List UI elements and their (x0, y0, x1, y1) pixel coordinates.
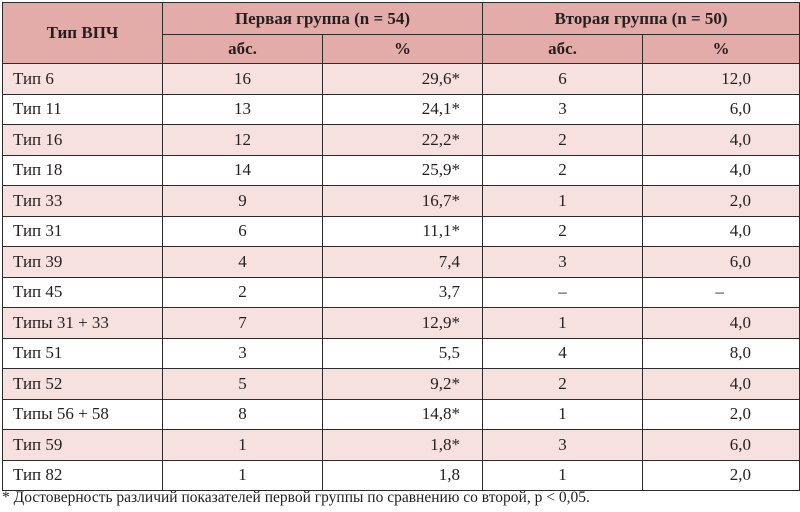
cell-g2-abs: 1 (482, 459, 644, 491)
cell-hpv-type: Тип 39 (2, 246, 163, 278)
cell-hpv-type: Тип 33 (2, 185, 163, 217)
cell-g1-abs: 3 (162, 337, 323, 369)
cell-hpv-type: Тип 16 (2, 124, 163, 156)
header-g1-pct: % (321, 34, 484, 64)
cell-g1-pct: 12,9* (321, 307, 484, 339)
cell-g1-abs: 2 (162, 276, 323, 308)
cell-g2-pct: 8,0 (642, 337, 800, 369)
cell-g2-abs: – (482, 276, 644, 308)
cell-g2-pct: 2,0 (642, 459, 800, 491)
cell-g1-abs: 16 (162, 63, 323, 95)
table-row: Тип 16 12 22,2* 2 4,0 (2, 124, 800, 156)
table-row: Типы 31 + 33 7 12,9* 1 4,0 (2, 307, 800, 339)
table-row: Тип 52 5 9,2* 2 4,0 (2, 368, 800, 400)
cell-g1-pct: 25,9* (321, 154, 484, 186)
table-row: Тип 33 9 16,7* 1 2,0 (2, 185, 800, 217)
cell-g2-pct: – (642, 276, 800, 308)
cell-hpv-type: Тип 31 (2, 215, 163, 247)
cell-hpv-type: Тип 45 (2, 276, 163, 308)
cell-hpv-type: Тип 51 (2, 337, 163, 369)
cell-g1-abs: 12 (162, 124, 323, 156)
cell-g1-pct: 16,7* (321, 185, 484, 217)
cell-g1-pct: 1,8 (321, 459, 484, 491)
cell-g2-pct: 4,0 (642, 368, 800, 400)
header-g1-abs: абс. (162, 34, 323, 64)
cell-g1-abs: 14 (162, 154, 323, 186)
table-row: Тип 6 16 29,6* 6 12,0 (2, 63, 800, 95)
cell-g1-abs: 8 (162, 398, 323, 430)
cell-g1-abs: 6 (162, 215, 323, 247)
cell-g2-pct: 4,0 (642, 154, 800, 186)
cell-g2-abs: 4 (482, 337, 644, 369)
table-row: Тип 11 13 24,1* 3 6,0 (2, 93, 800, 125)
cell-g1-abs: 1 (162, 429, 323, 461)
cell-g1-pct: 22,2* (321, 124, 484, 156)
cell-hpv-type: Тип 52 (2, 368, 163, 400)
cell-g1-pct: 9,2* (321, 368, 484, 400)
cell-g1-abs: 4 (162, 246, 323, 278)
cell-hpv-type: Типы 31 + 33 (2, 307, 163, 339)
cell-g2-pct: 4,0 (642, 124, 800, 156)
table-row: Тип 45 2 3,7– – (2, 276, 800, 308)
cell-g2-abs: 2 (482, 368, 644, 400)
cell-g1-abs: 13 (162, 93, 323, 125)
cell-g2-pct: 12,0 (642, 63, 800, 95)
cell-hpv-type: Типы 56 + 58 (2, 398, 163, 430)
hpv-types-table: Тип ВПЧ Первая группа (n = 54) Вторая гр… (2, 2, 800, 491)
cell-g2-pct: 4,0 (642, 307, 800, 339)
table-row: Тип 59 1 1,8* 3 6,0 (2, 429, 800, 461)
cell-g2-abs: 1 (482, 185, 644, 217)
header-hpv-type: Тип ВПЧ (2, 2, 163, 64)
cell-hpv-type: Тип 82 (2, 459, 163, 491)
table-row: Тип 51 3 5,5 4 8,0 (2, 337, 800, 369)
cell-g2-pct: 6,0 (642, 429, 800, 461)
cell-hpv-type: Тип 59 (2, 429, 163, 461)
cell-hpv-type: Тип 18 (2, 154, 163, 186)
header-group-1: Первая группа (n = 54) (161, 2, 484, 35)
cell-g2-abs: 1 (482, 398, 644, 430)
header-group-2: Вторая группа (n = 50) (482, 2, 800, 35)
cell-g2-abs: 3 (482, 93, 644, 125)
table-row: Типы 56 + 58 8 14,8* 1 2,0 (2, 398, 800, 430)
cell-g1-abs: 9 (162, 185, 323, 217)
cell-g1-pct: 5,5 (321, 337, 484, 369)
cell-hpv-type: Тип 6 (2, 63, 163, 95)
table-row: Тип 82 1 1,8 1 2,0 (2, 459, 800, 491)
cell-g2-pct: 2,0 (642, 185, 800, 217)
cell-g2-abs: 3 (482, 429, 644, 461)
cell-g1-pct: 7,4 (321, 246, 484, 278)
cell-g1-abs: 1 (162, 459, 323, 491)
cell-g2-abs: 6 (482, 63, 644, 95)
cell-g2-abs: 2 (482, 124, 644, 156)
table-row: Тип 39 4 7,4 3 6,0 (2, 246, 800, 278)
cell-g2-pct: 6,0 (642, 246, 800, 278)
cell-g1-pct: 11,1* (321, 215, 484, 247)
table-body: Тип 6 16 29,6* 6 12,0 Тип 11 13 24,1* 3 6,0 Тип 16… (2, 63, 800, 491)
header-g2-pct: % (642, 34, 800, 64)
cell-g2-abs: 1 (482, 307, 644, 339)
cell-g2-pct: 4,0 (642, 215, 800, 247)
cell-g1-pct: 14,8* (321, 398, 484, 430)
cell-g1-pct: 1,8* (321, 429, 484, 461)
cell-g1-pct: 3,7 (321, 276, 484, 308)
cell-g2-abs: 3 (482, 246, 644, 278)
cell-g1-pct: 24,1* (321, 93, 484, 125)
cell-g2-abs: 2 (482, 215, 644, 247)
table-row: Тип 18 14 25,9* 2 4,0 (2, 154, 800, 186)
cell-hpv-type: Тип 11 (2, 93, 163, 125)
cell-g1-abs: 5 (162, 368, 323, 400)
cell-g1-pct: 29,6* (321, 63, 484, 95)
cell-g2-abs: 2 (482, 154, 644, 186)
table-row: Тип 31 6 11,1* 2 4,0 (2, 215, 800, 247)
header-g2-abs: абс. (482, 34, 644, 64)
cell-g2-pct: 6,0 (642, 93, 800, 125)
cell-g2-pct: 2,0 (642, 398, 800, 430)
cell-g1-abs: 7 (162, 307, 323, 339)
footnote: * Достоверность различий показателей пер… (2, 489, 590, 506)
